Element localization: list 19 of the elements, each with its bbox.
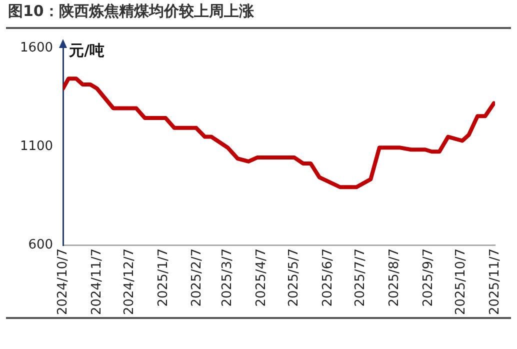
x-tick-label: 2024/10/7 xyxy=(55,248,70,316)
x-tick-label: 2025/6/7 xyxy=(320,248,336,307)
y-axis-title: 元/吨 xyxy=(68,41,105,60)
x-tick-label: 2025/9/7 xyxy=(420,248,436,307)
x-tick-label: 2025/10/7 xyxy=(454,248,469,316)
x-tick-label: 2025/8/7 xyxy=(387,248,402,307)
x-tick-label: 2024/12/7 xyxy=(122,248,137,316)
x-tick-label: 2025/7/7 xyxy=(353,248,368,307)
x-tick-label: 2025/2/7 xyxy=(190,248,205,307)
x-tick-label: 2025/11/7 xyxy=(487,248,502,316)
chart-title: 图10：陕西炼焦精煤均价较上周上涨 xyxy=(8,2,254,21)
x-tick-label: 2025/1/7 xyxy=(156,248,171,307)
y-tick-label: 1600 xyxy=(20,40,54,56)
x-tick-label: 2024/11/7 xyxy=(89,248,104,316)
y-tick-label: 600 xyxy=(28,238,54,253)
x-tick-label: 2025/4/7 xyxy=(254,248,269,307)
x-tick-label: 2025/5/7 xyxy=(286,248,302,307)
x-tick-label: 2025/3/7 xyxy=(220,248,236,307)
y-tick-label: 1100 xyxy=(20,139,54,154)
